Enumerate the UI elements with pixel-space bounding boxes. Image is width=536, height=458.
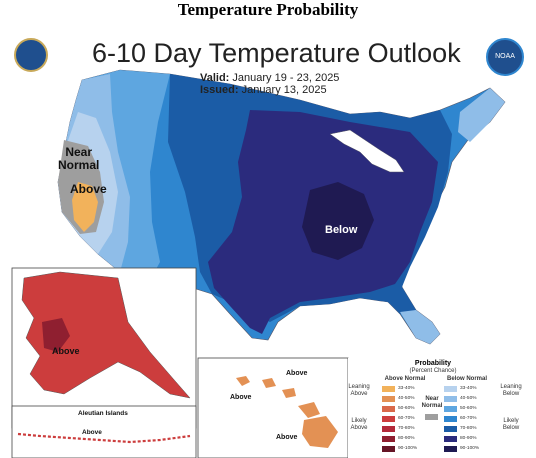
near-normal-legend: Near Normal bbox=[421, 396, 443, 409]
below-bin-label: 50-60% bbox=[460, 406, 477, 411]
below-bin-label: 90-100% bbox=[460, 446, 480, 451]
aleutian-chain bbox=[17, 432, 191, 444]
above-bin-swatch bbox=[382, 396, 395, 402]
zone-below-90-100 bbox=[302, 182, 374, 260]
aleutian-above-label: Above bbox=[82, 429, 102, 436]
noaa-logo: NOAA bbox=[486, 38, 524, 76]
above-bin-label: 60-70% bbox=[398, 416, 415, 421]
above-bin-swatch bbox=[382, 416, 395, 422]
below-bin-label: 80-90% bbox=[460, 436, 477, 441]
legend-above-header: Above Normal bbox=[384, 376, 426, 382]
alaska-above-label: Above bbox=[52, 346, 80, 356]
map-title: 6-10 Day Temperature Outlook bbox=[92, 38, 461, 68]
legend-title: Probability bbox=[414, 360, 452, 367]
below-bin-swatch bbox=[444, 446, 457, 452]
issued-dates: January 13, 2025 bbox=[241, 84, 327, 96]
legend-frame bbox=[348, 358, 534, 458]
leaning-above: Leaning Above bbox=[348, 384, 370, 397]
near-normal-label: Near Normal bbox=[58, 145, 100, 172]
temperature-outlook-map: NOAA 6-10 Day Temperature Outlook Valid:… bbox=[0, 22, 536, 458]
above-bin-label: 80-90% bbox=[398, 436, 415, 441]
leaning-below: Leaning Below bbox=[500, 384, 522, 397]
hawaii-island-3 bbox=[282, 388, 296, 398]
aleutian-islands-label: Aleutian Islands bbox=[78, 410, 128, 417]
west-above-label: Above bbox=[70, 182, 107, 196]
below-bin-swatch bbox=[444, 436, 457, 442]
alaska-core bbox=[42, 318, 70, 352]
below-bin-label: 60-70% bbox=[460, 416, 477, 421]
above-bin-label: 50-60% bbox=[398, 406, 415, 411]
commerce-seal-logo bbox=[14, 38, 48, 72]
issued-label: Issued: bbox=[200, 84, 239, 96]
below-bin-swatch bbox=[444, 386, 457, 392]
above-bin-swatch bbox=[382, 406, 395, 412]
below-bin-label: 40-50% bbox=[460, 396, 477, 401]
above-bin-label: 40-50% bbox=[398, 396, 415, 401]
page-title: Temperature Probability bbox=[177, 0, 359, 19]
hawaii-above-label-2: Above bbox=[230, 394, 252, 401]
hawaii-above-label-1: Above bbox=[286, 370, 308, 377]
below-bin-swatch bbox=[444, 406, 457, 412]
above-bin-swatch bbox=[382, 426, 395, 432]
below-bin-label: 33-40% bbox=[460, 386, 477, 391]
zone-new-england bbox=[458, 88, 505, 142]
conus-map bbox=[11, 69, 534, 458]
legend-subtitle: (Percent Chance) bbox=[409, 368, 457, 374]
alaska-shape bbox=[21, 271, 191, 399]
valid-dates: January 19 - 23, 2025 bbox=[232, 72, 340, 84]
valid-label: Valid: bbox=[200, 72, 230, 84]
hawaii-island-2 bbox=[262, 378, 276, 388]
below-bin-swatch bbox=[444, 396, 457, 402]
likely-below: Likely Below bbox=[502, 418, 520, 431]
below-bin-swatch bbox=[444, 426, 457, 432]
aleutian-inset-frame bbox=[11, 405, 197, 458]
hawaii-island-4 bbox=[298, 402, 320, 418]
likely-above: Likely Above bbox=[350, 418, 368, 431]
above-bin-label: 33-40% bbox=[398, 386, 415, 391]
above-bin-swatch bbox=[382, 446, 395, 452]
below-bin-swatch bbox=[444, 416, 457, 422]
valid-line: Valid: January 19 - 23, 2025 bbox=[200, 72, 339, 84]
zone-above-33-40 bbox=[72, 182, 98, 232]
legend-below-header: Below Normal bbox=[446, 376, 487, 382]
issued-line: Issued: January 13, 2025 bbox=[200, 84, 327, 96]
above-bin-swatch bbox=[382, 386, 395, 392]
near-normal-swatch bbox=[425, 414, 438, 420]
below-label: Below bbox=[325, 224, 358, 236]
above-bin-swatch bbox=[382, 436, 395, 442]
below-bin-label: 70-80% bbox=[460, 426, 477, 431]
hawaii-island-1 bbox=[236, 376, 250, 386]
above-bin-label: 90-100% bbox=[398, 446, 418, 451]
hawaii-above-label-3: Above bbox=[276, 434, 298, 441]
zone-florida bbox=[400, 310, 440, 344]
great-lakes bbox=[329, 129, 405, 173]
above-bin-label: 70-80% bbox=[398, 426, 415, 431]
hawaii-big-island bbox=[302, 416, 338, 448]
